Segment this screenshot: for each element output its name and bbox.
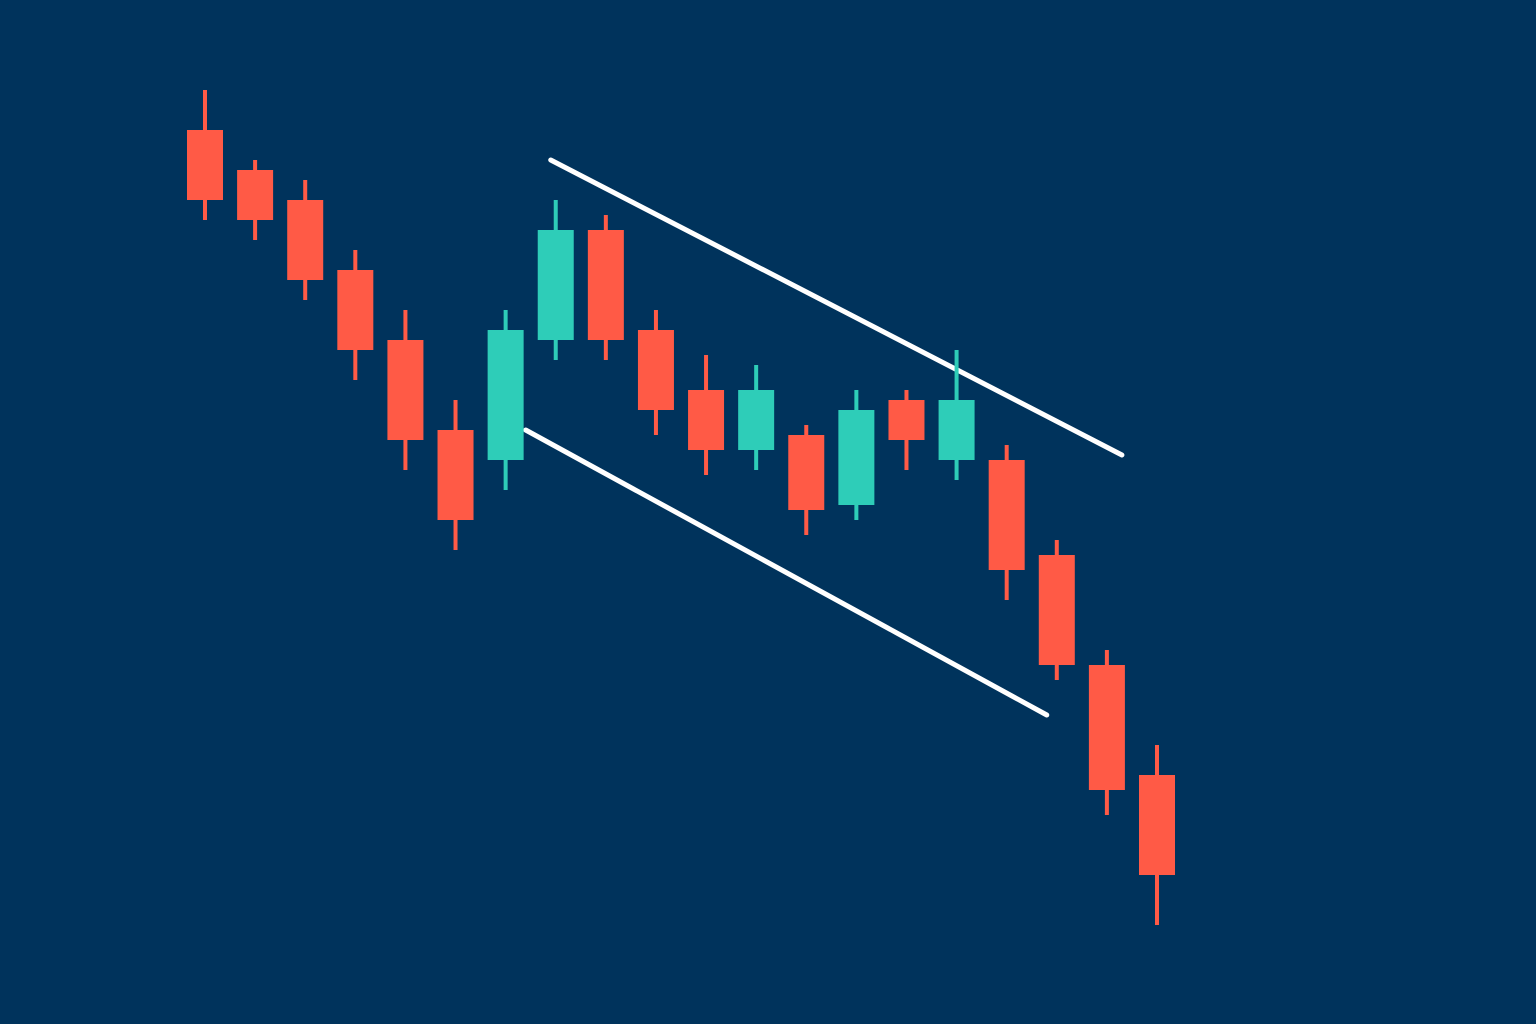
candle-17 — [988, 445, 1025, 600]
candle-11 — [688, 355, 725, 475]
candle-7 — [487, 310, 524, 490]
candle-body — [337, 270, 374, 350]
candle-5 — [387, 310, 424, 470]
candle-2 — [237, 160, 274, 240]
candle-body — [888, 400, 925, 440]
candle-19 — [1088, 650, 1125, 815]
candle-20 — [1139, 745, 1175, 925]
candle-10 — [637, 310, 674, 435]
candle-body — [988, 460, 1025, 570]
candle-body — [537, 230, 574, 340]
candle-body — [487, 330, 524, 460]
candle-body — [1038, 555, 1075, 665]
candle-body — [938, 400, 975, 460]
candle-14 — [838, 390, 875, 520]
candle-16 — [938, 350, 975, 480]
candle-6 — [437, 400, 474, 550]
candle-12 — [738, 365, 775, 470]
candle-1 — [187, 90, 223, 220]
candle-body — [688, 390, 725, 450]
candle-body — [1139, 775, 1175, 875]
candle-body — [788, 435, 825, 510]
candles — [187, 90, 1175, 925]
candle-body — [187, 130, 223, 200]
candle-9 — [587, 215, 624, 360]
candle-body — [587, 230, 624, 340]
candle-body — [738, 390, 775, 450]
candle-13 — [788, 425, 825, 535]
candle-15 — [888, 390, 925, 470]
candle-body — [437, 430, 474, 520]
channel-lines — [523, 157, 1125, 718]
candle-4 — [337, 250, 374, 380]
candle-body — [387, 340, 424, 440]
candle-body — [838, 410, 875, 505]
candle-3 — [287, 180, 324, 300]
candle-18 — [1038, 540, 1075, 680]
candle-8 — [537, 200, 574, 360]
channel-line-upper — [548, 157, 1125, 458]
candle-body — [637, 330, 674, 410]
candle-body — [1088, 665, 1125, 790]
channel-line-lower — [523, 427, 1050, 718]
candle-body — [287, 200, 324, 280]
candle-body — [237, 170, 274, 220]
